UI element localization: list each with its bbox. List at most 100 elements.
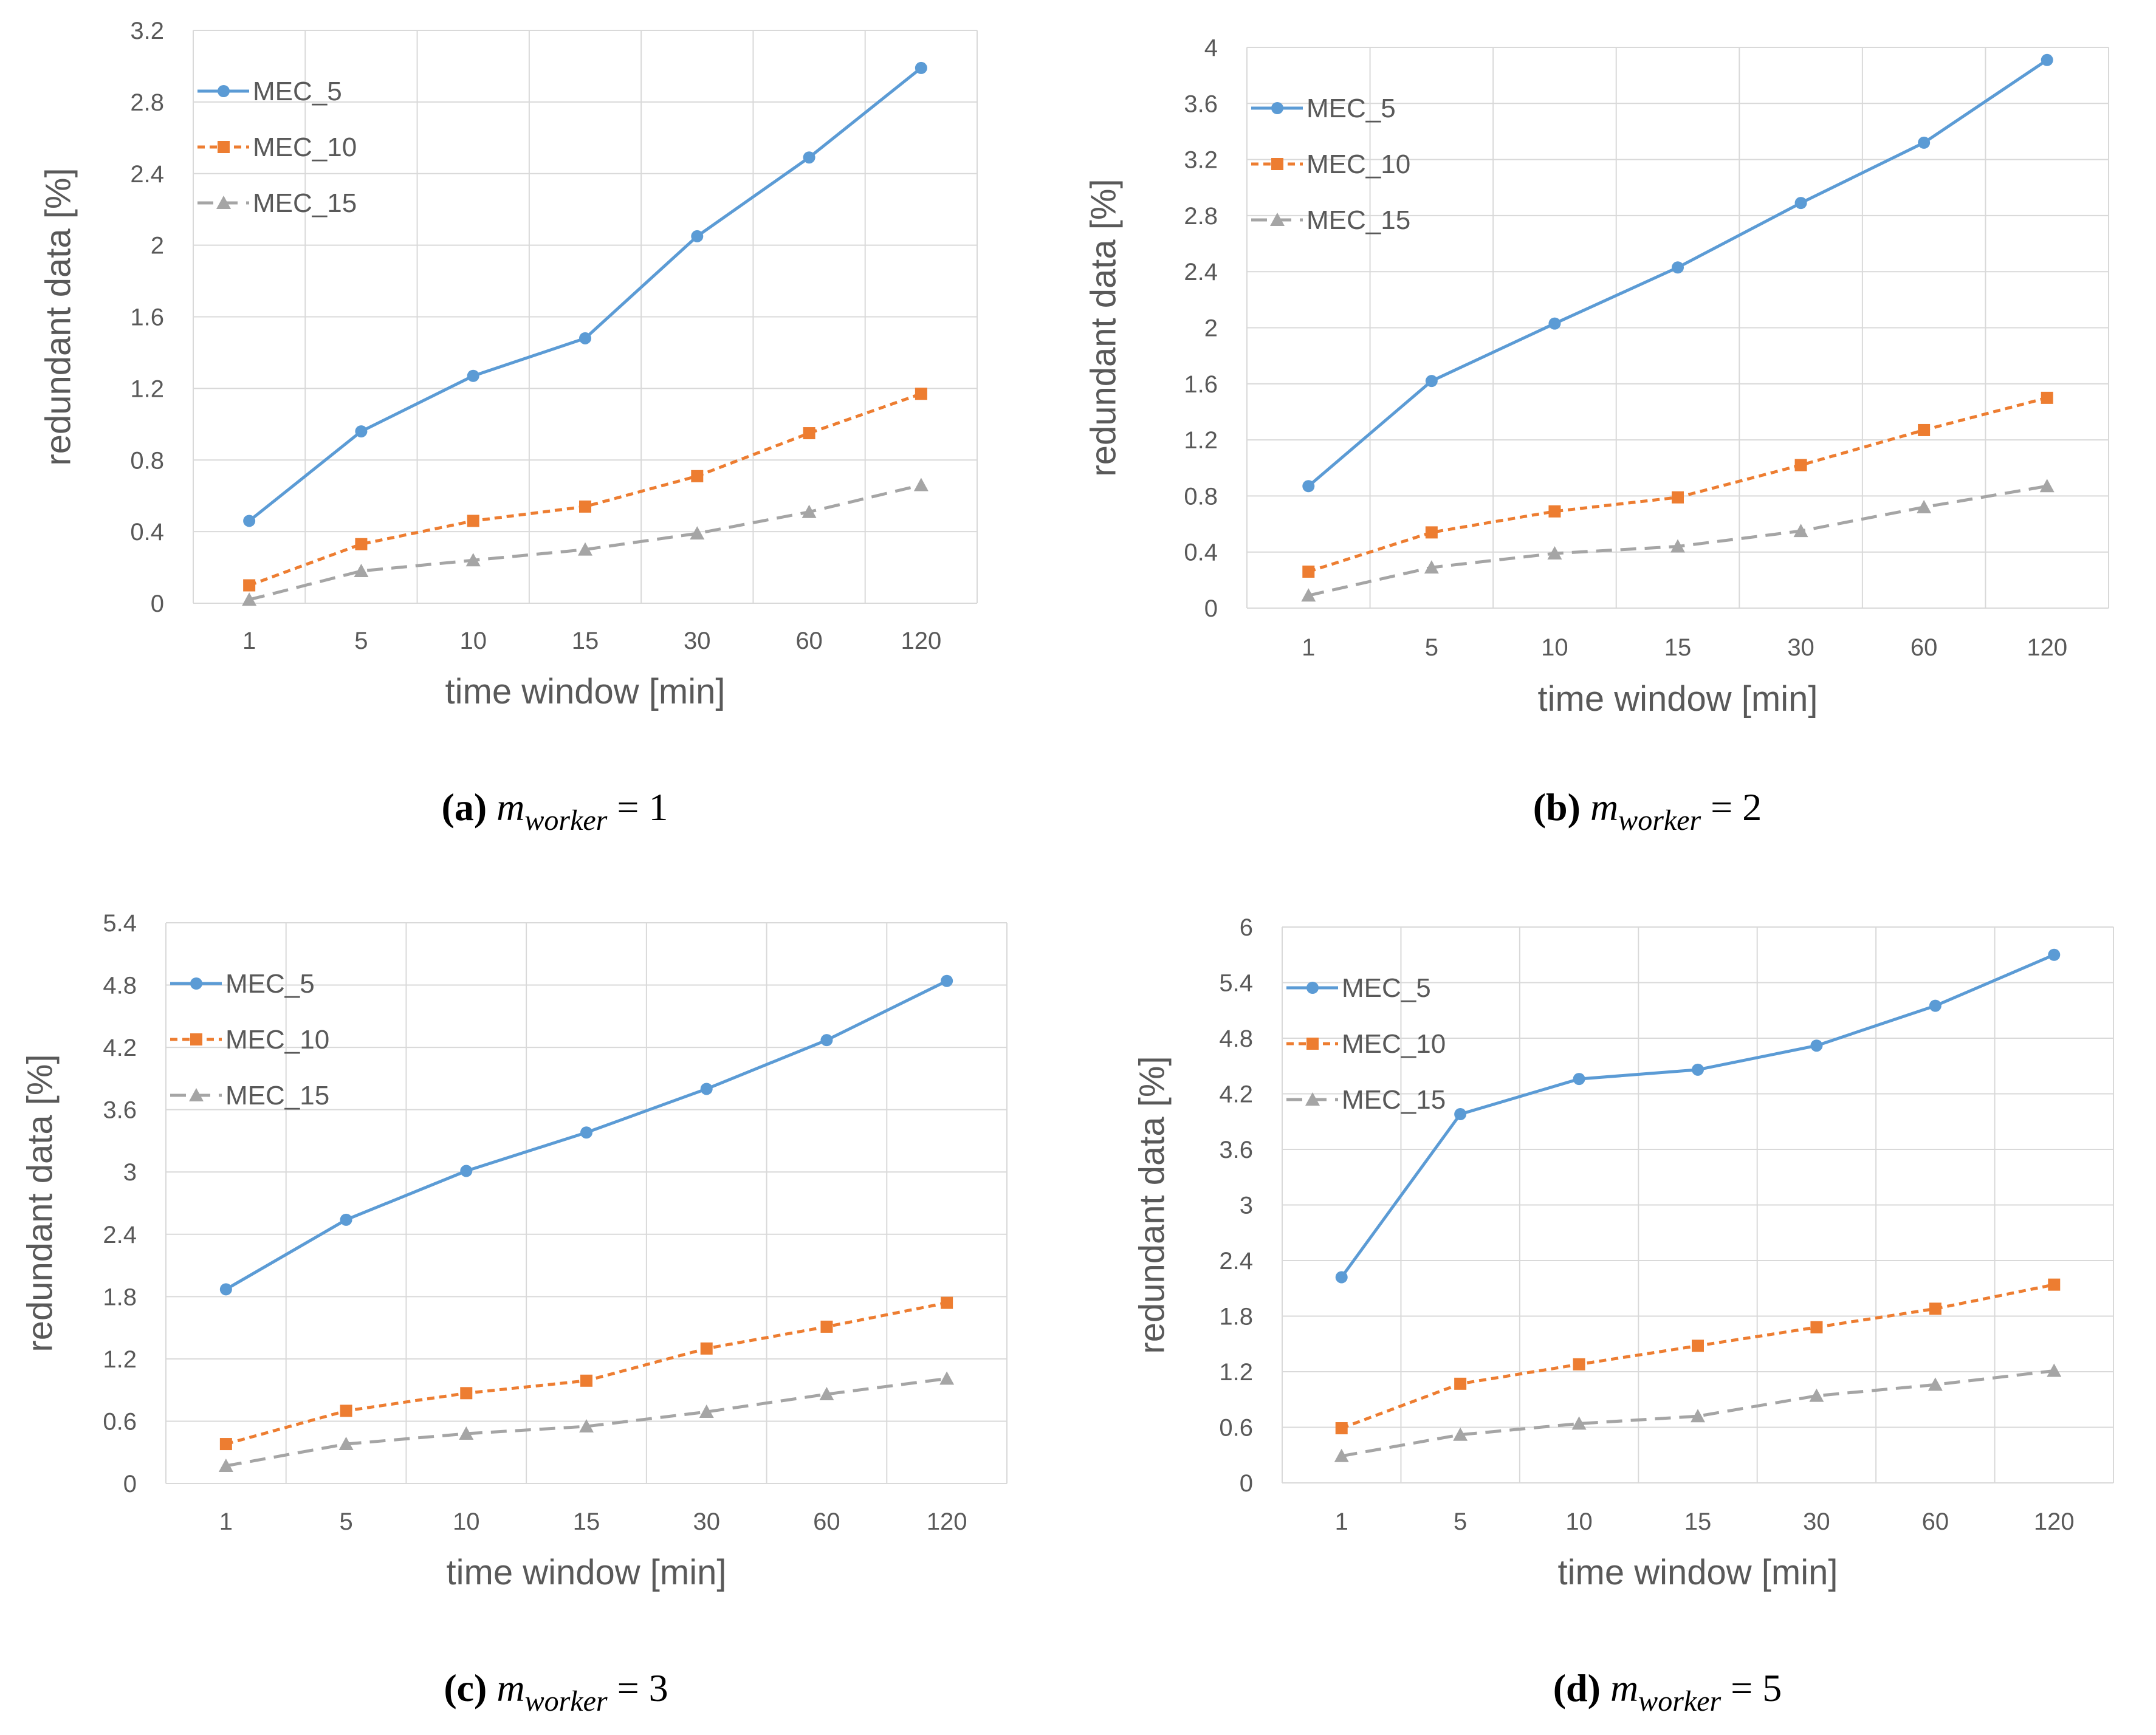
series-mec-5 (219, 974, 953, 1296)
y-tick-label: 4.2 (1219, 1081, 1253, 1108)
series-mec-10 (1335, 1278, 2061, 1435)
x-tick-label: 5 (1454, 1508, 1467, 1535)
y-tick-label: 2.4 (1219, 1248, 1253, 1275)
legend: MEC_5 MEC_10 MEC_15 (1286, 973, 1446, 1115)
legend-label: MEC_10 (1306, 149, 1410, 179)
data-point (218, 1458, 233, 1472)
data-point (580, 1374, 592, 1387)
y-tick-label: 3.6 (1184, 91, 1218, 117)
legend-label: MEC_10 (225, 1025, 329, 1055)
legend-item: MEC_15 (1251, 205, 1410, 235)
caption-subscript: worker (1618, 804, 1701, 837)
data-point (467, 369, 479, 382)
data-point (1573, 1358, 1585, 1371)
legend-item: MEC_10 (1286, 1029, 1446, 1059)
series-mec-10 (219, 1296, 953, 1451)
legend-marker (189, 1088, 204, 1101)
y-tick-label: 2.4 (130, 161, 164, 188)
data-point (2047, 1363, 2062, 1377)
data-point (1573, 1073, 1585, 1086)
data-point (354, 563, 369, 577)
x-tick-label: 10 (459, 628, 487, 654)
y-tick-label: 3 (123, 1159, 137, 1186)
data-point (803, 151, 815, 164)
x-tick-label: 10 (1541, 634, 1568, 661)
y-tick-label: 4.8 (103, 973, 137, 999)
panel-caption: (b) mworker = 2 (1533, 785, 1762, 837)
caption-equality: = 5 (1721, 1666, 1782, 1709)
data-point (690, 526, 705, 540)
data-point (913, 477, 929, 491)
y-axis-title: redundant data [%] (20, 1054, 60, 1352)
x-tick-label: 5 (339, 1508, 352, 1535)
data-point (700, 1342, 713, 1355)
x-tick-label: 60 (1922, 1508, 1949, 1535)
caption-subscript: worker (525, 1685, 608, 1717)
y-axis-title: redundant data [%] (1132, 1056, 1172, 1353)
y-tick-label: 1.6 (1184, 371, 1218, 398)
data-point (1672, 261, 1684, 274)
y-tick-label: 0 (1204, 595, 1218, 622)
x-tick-label: 5 (1425, 634, 1438, 661)
data-point (700, 1083, 713, 1095)
x-axis-title: time window [min] (1538, 679, 1818, 719)
legend-item: MEC_5 (170, 969, 315, 999)
data-point (699, 1405, 714, 1418)
data-point (1425, 526, 1438, 539)
caption-equality: = 1 (607, 785, 668, 829)
series-mec-5 (243, 61, 927, 527)
data-point (820, 1320, 833, 1333)
legend-label: MEC_5 (1306, 94, 1396, 123)
x-tick-label: 120 (927, 1508, 967, 1535)
data-point (2041, 53, 2053, 66)
data-point (819, 1387, 834, 1401)
data-point (1547, 546, 1562, 560)
x-tick-label: 10 (1565, 1508, 1593, 1535)
data-point (1670, 539, 1685, 553)
x-axis-title: time window [min] (445, 672, 726, 711)
caption-variable: m (1590, 785, 1618, 829)
legend-marker (1270, 213, 1285, 226)
data-point (219, 1438, 232, 1451)
data-point (1302, 480, 1315, 493)
data-point (803, 427, 815, 440)
legend-marker (190, 1033, 202, 1045)
data-point (1929, 1302, 1941, 1315)
data-point (1691, 1409, 1705, 1423)
legend-item: MEC_15 (1286, 1085, 1446, 1115)
y-tick-label: 2 (151, 233, 164, 259)
x-tick-label: 15 (1684, 1508, 1712, 1535)
data-point (465, 553, 481, 567)
caption-letter: (c) (444, 1666, 487, 1709)
x-tick-label: 1 (1335, 1508, 1348, 1535)
y-tick-label: 1.2 (130, 375, 164, 402)
data-point (1794, 197, 1807, 210)
y-tick-label: 6 (1240, 914, 1253, 941)
y-tick-label: 0.4 (1184, 539, 1218, 566)
x-axis-title: time window [min] (1558, 1553, 1838, 1592)
data-point (580, 1126, 592, 1139)
data-point (1810, 1321, 1823, 1333)
legend-label: MEC_15 (225, 1081, 329, 1110)
chart-panel-d: 00.61.21.82.433.64.24.85.461 5 10 15 30 60 120… (1132, 914, 2114, 1592)
data-point (1929, 999, 1941, 1012)
series-line (1341, 1283, 2055, 1430)
data-point (1793, 524, 1808, 538)
legend-item: MEC_15 (197, 188, 357, 218)
series-mec-5 (1302, 53, 2053, 493)
y-tick-label: 3.6 (103, 1097, 137, 1124)
legend-item: MEC_10 (197, 132, 357, 162)
legend-item: MEC_5 (1286, 973, 1431, 1003)
data-point (941, 1296, 953, 1309)
y-axis-title: redundant data [%] (1083, 179, 1123, 476)
data-point (915, 388, 927, 400)
data-point (467, 515, 479, 527)
data-point (1917, 499, 1932, 513)
data-point (1672, 491, 1684, 504)
legend-label: MEC_10 (1342, 1029, 1446, 1059)
data-point (579, 332, 591, 344)
data-point (1809, 1388, 1824, 1402)
chart-panel-a: 00.40.81.21.622.42.83.21 5 10 15 30 60 120time… (38, 18, 978, 711)
legend: MEC_5 MEC_10 MEC_15 (1251, 94, 1410, 235)
data-point (2048, 1278, 2061, 1291)
